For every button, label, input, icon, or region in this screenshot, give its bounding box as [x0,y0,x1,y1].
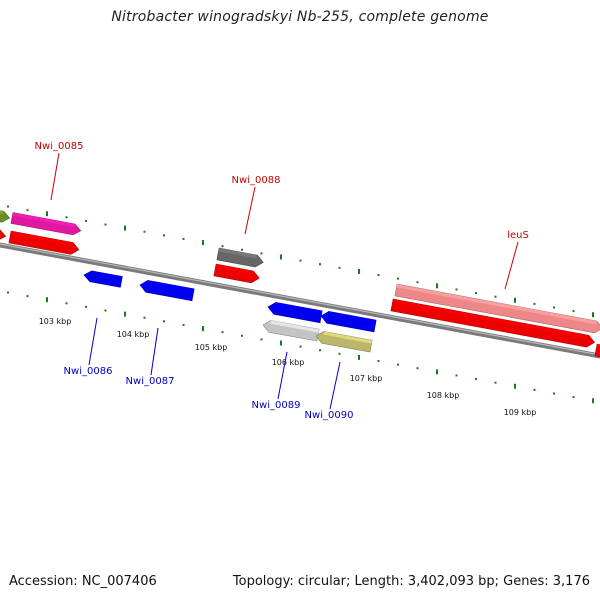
gene-feature[interactable] [390,298,596,348]
gene-Nwi_0086[interactable] [83,270,123,288]
gene-arrow [0,227,7,241]
tick-label: 109 kbp [504,408,537,417]
gene-highlight [270,320,320,333]
gene-label-Nwi_0087[interactable]: Nwi_0087 [126,376,175,387]
gene-highlight [392,299,589,339]
gene-feature[interactable] [8,230,80,256]
gene-feature[interactable] [267,301,323,324]
gene-label-Nwi_0085[interactable]: Nwi_0085 [35,141,84,152]
tick-label: 107 kbp [350,374,383,383]
gene-feature[interactable] [594,343,600,358]
gene-feature[interactable] [320,310,377,333]
accession-text: Accession: NC_007406 [9,574,157,589]
label-leader-line [50,152,60,201]
gene-highlight [147,280,195,293]
gene-Nwi_0087[interactable] [139,279,195,302]
gene-highlight [91,270,123,280]
gene-highlight [323,331,373,344]
tick-label: 106 kbp [272,358,305,367]
backbone-track [0,242,600,359]
gene-highlight [12,212,75,228]
gene-feature[interactable] [0,227,7,242]
gene-highlight [215,264,254,275]
gene-label-Nwi_0088[interactable]: Nwi_0088 [232,175,281,186]
gene-label-Nwi_0090[interactable]: Nwi_0090 [305,410,354,421]
label-leader-line [88,317,98,366]
gene-feature[interactable] [213,263,260,284]
gene-Nwi_0088[interactable] [216,247,264,268]
tick-label: 108 kbp [427,391,460,400]
tick-label: 104 kbp [117,330,150,339]
gene-highlight [218,248,258,259]
gene-track [0,208,600,358]
gene-Nwi_0090[interactable] [315,330,373,353]
label-track: 103 kbp 104 kbp 105 kbp 106 kbp 107 kbp 108 k… [35,141,537,421]
gene-feature[interactable] [0,208,11,224]
tick-track [7,205,594,404]
genome-backbone-highlight [0,243,600,356]
label-leader-line [504,241,519,290]
gene-arrow [0,208,11,223]
genome-backbone-line [0,242,600,359]
label-leader-line [329,361,341,410]
genome-summary-text: Topology: circular; Length: 3,402,093 bp… [232,574,590,589]
gene-highlight [0,208,4,215]
gene-highlight [10,231,74,246]
gene-highlight [596,344,600,349]
tick-label: 105 kbp [195,343,228,352]
gene-Nwi_0089[interactable] [262,319,320,342]
label-leader-line [150,327,159,376]
gene-Nwi_0085[interactable] [10,212,82,237]
label-leader-line [244,186,256,235]
gene-leuS[interactable] [394,283,600,334]
page-title: Nitrobacter winogradskyi Nb-255, complet… [111,9,489,25]
gene-highlight [328,311,377,324]
gene-label-Nwi_0086[interactable]: Nwi_0086 [64,366,113,377]
gene-highlight [275,302,323,315]
gene-arrow [320,311,377,333]
gene-label-Nwi_0089[interactable]: Nwi_0089 [252,400,301,411]
gene-label-leuS[interactable]: leuS [507,230,529,241]
tick-label: 103 kbp [39,317,72,326]
gene-highlight [396,284,597,325]
label-leader-line [277,351,288,400]
